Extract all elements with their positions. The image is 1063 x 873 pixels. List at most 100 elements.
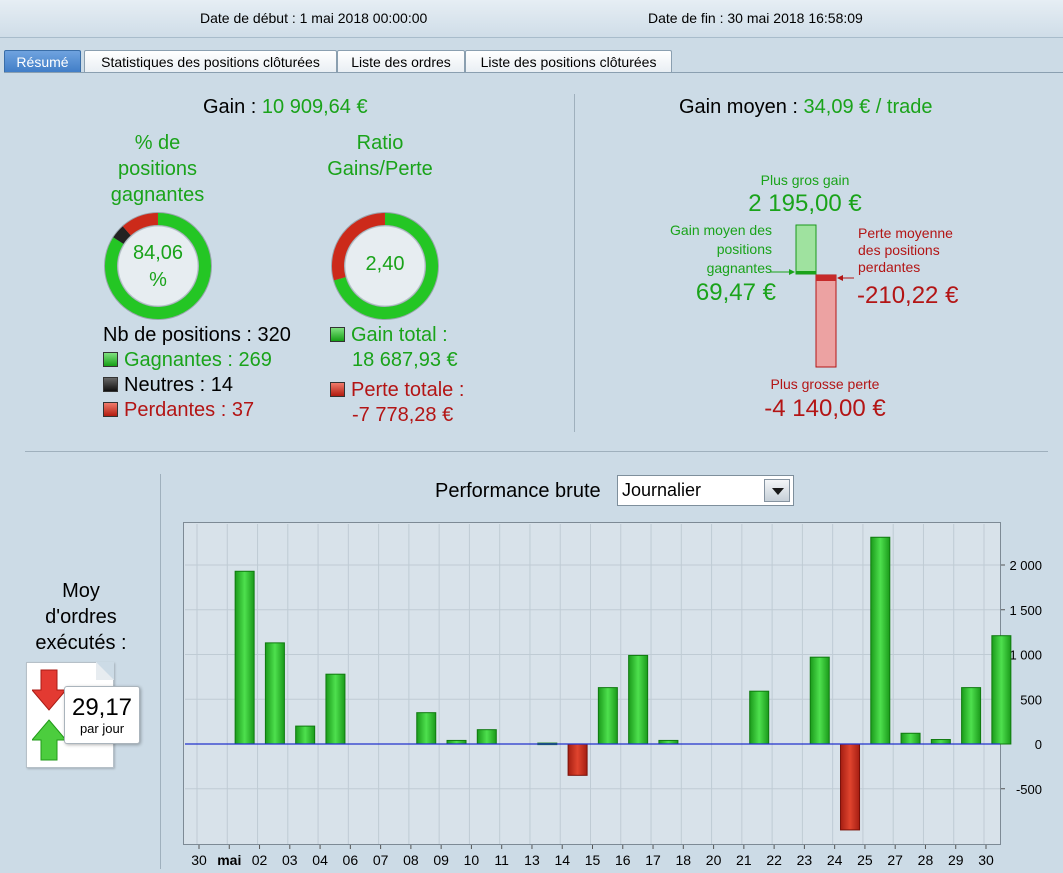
x-tick-label: 11 — [494, 852, 509, 868]
tab-resume[interactable]: Résumé — [4, 50, 81, 73]
nb-positions: Nb de positions : 320 — [103, 324, 291, 346]
avg-gain-line: Gain moyen : 34,09 € / trade — [679, 96, 933, 119]
loss-total-row: Perte totale : — [330, 379, 464, 402]
neutral-legend-swatch — [103, 377, 118, 392]
section-divider — [574, 94, 575, 432]
x-tick-label: 06 — [343, 852, 359, 868]
bar-negative — [840, 743, 861, 831]
max-loss-value: -4 140,00 € — [764, 395, 886, 422]
x-tick-label: 22 — [766, 852, 782, 868]
period-select-value: Journalier — [622, 480, 702, 500]
x-tick-label: 02 — [252, 852, 268, 868]
bar-positive — [809, 656, 830, 745]
ratio-value: 2,40 — [365, 253, 405, 275]
losers-legend-swatch — [103, 402, 118, 417]
donut-segment-gains — [334, 213, 438, 319]
bar-negative — [567, 743, 588, 776]
orders-title-line2: d'ordres — [45, 606, 117, 628]
bar-positive — [870, 536, 891, 745]
x-tick-label: 27 — [887, 852, 903, 868]
win-pct-number: 84,06 — [132, 242, 184, 264]
neutral-row: Neutres : 14 — [103, 374, 233, 397]
x-tick-label: 17 — [645, 852, 661, 868]
orders-title-line1: Moy — [62, 580, 100, 602]
x-tick-label: 29 — [948, 852, 964, 868]
bar-positive — [325, 673, 346, 745]
x-tick-label: 14 — [554, 852, 570, 868]
bar-positive — [234, 570, 255, 745]
x-tick-label: 18 — [676, 852, 692, 868]
chevron-down-icon[interactable] — [764, 479, 790, 502]
win-pct-value: 84,06 % — [102, 240, 214, 294]
avg-gain-value: 34,09 € / trade — [803, 96, 933, 118]
y-tick-label: 1 500 — [1009, 603, 1042, 618]
sell-arrow-icon — [32, 669, 68, 711]
max-gain-value: 2 195,00 € — [748, 190, 862, 217]
ratio-donut — [331, 212, 439, 320]
horizontal-divider — [25, 451, 1048, 452]
gain-total-swatch — [330, 327, 345, 342]
win-pct-title-line3: gagnantes — [110, 184, 205, 206]
x-tick-label: 25 — [857, 852, 873, 868]
avg-loss-label-line2: des positions — [858, 242, 940, 258]
avg-gain-loss-diagram — [770, 224, 854, 368]
loss-total-value: -7 778,28 € — [352, 404, 454, 426]
x-tick-label: 28 — [918, 852, 934, 868]
winners-label: Gagnantes : 269 — [124, 349, 272, 371]
avg-win-value: 69,47 € — [695, 279, 776, 306]
loss-total-label: Perte totale : — [351, 379, 465, 401]
x-tick-label: mai — [217, 852, 241, 868]
gain-value: 10 909,64 € — [261, 96, 368, 118]
performance-label: Performance brute — [435, 480, 601, 502]
bar-positive — [476, 729, 497, 745]
y-tick-label: 2 000 — [1009, 558, 1042, 573]
avg-win-label: Gain moyen des positions gagnantes — [630, 221, 772, 278]
donut-segment-losers — [122, 213, 159, 236]
tab-closed-positions-stats[interactable]: Statistiques des positions clôturées — [84, 50, 337, 73]
donut-segment-winners — [105, 213, 211, 319]
orders-title: Moy d'ordres exécutés : — [15, 578, 147, 656]
period-select[interactable]: Journalier — [617, 475, 794, 506]
bar-positive — [597, 687, 618, 745]
x-tick-label: 07 — [373, 852, 389, 868]
tab-order-list[interactable]: Liste des ordres — [337, 50, 465, 73]
start-date: Date de début : 1 mai 2018 00:00:00 — [200, 10, 428, 26]
bar-positive — [749, 690, 770, 745]
x-tick-label: 30 — [978, 852, 994, 868]
y-tick-label: 0 — [1035, 737, 1042, 752]
winners-legend-swatch — [103, 352, 118, 367]
bar-positive — [628, 654, 649, 745]
x-tick-label: 16 — [615, 852, 631, 868]
x-tick-label: 21 — [736, 852, 752, 868]
orders-title-line3: exécutés : — [35, 632, 127, 654]
avg-win-label-line3: gagnantes — [706, 260, 772, 276]
win-pct-unit: % — [149, 269, 167, 291]
avg-win-marker — [796, 271, 816, 274]
avg-loss-marker — [816, 275, 836, 281]
bar-positive — [416, 712, 437, 745]
content-panel — [4, 72, 1063, 873]
y-tick-label: 1 000 — [1009, 648, 1042, 663]
orders-per-day-unit: par jour — [79, 721, 125, 736]
gain-total-label: Gain total : — [351, 324, 448, 346]
avg-loss-label-line3: perdantes — [858, 259, 921, 275]
x-tick-label: 20 — [706, 852, 722, 868]
avg-loss-label-line1: Perte moyenne — [858, 225, 953, 241]
x-tick-label: 30 — [191, 852, 207, 868]
x-tick-label: 15 — [585, 852, 601, 868]
tab-closed-positions-list[interactable]: Liste des positions clôturées — [465, 50, 672, 73]
donut-segment-neutral — [113, 226, 131, 245]
loss-total-swatch — [330, 382, 345, 397]
bar-positive — [961, 687, 982, 745]
winners-row: Gagnantes : 269 — [103, 349, 272, 372]
avg-win-label-line2: positions — [716, 241, 772, 257]
bar-positive — [295, 725, 316, 745]
y-tick-label: -500 — [1016, 782, 1042, 797]
x-tick-label: 03 — [282, 852, 298, 868]
losers-row: Perdantes : 37 — [103, 399, 254, 422]
x-tick-label: 08 — [403, 852, 419, 868]
bar-positive — [991, 635, 1012, 745]
orders-per-day-value: 29,17 — [71, 694, 133, 721]
neutral-label: Neutres : 14 — [124, 374, 233, 396]
x-tick-label: 23 — [797, 852, 813, 868]
